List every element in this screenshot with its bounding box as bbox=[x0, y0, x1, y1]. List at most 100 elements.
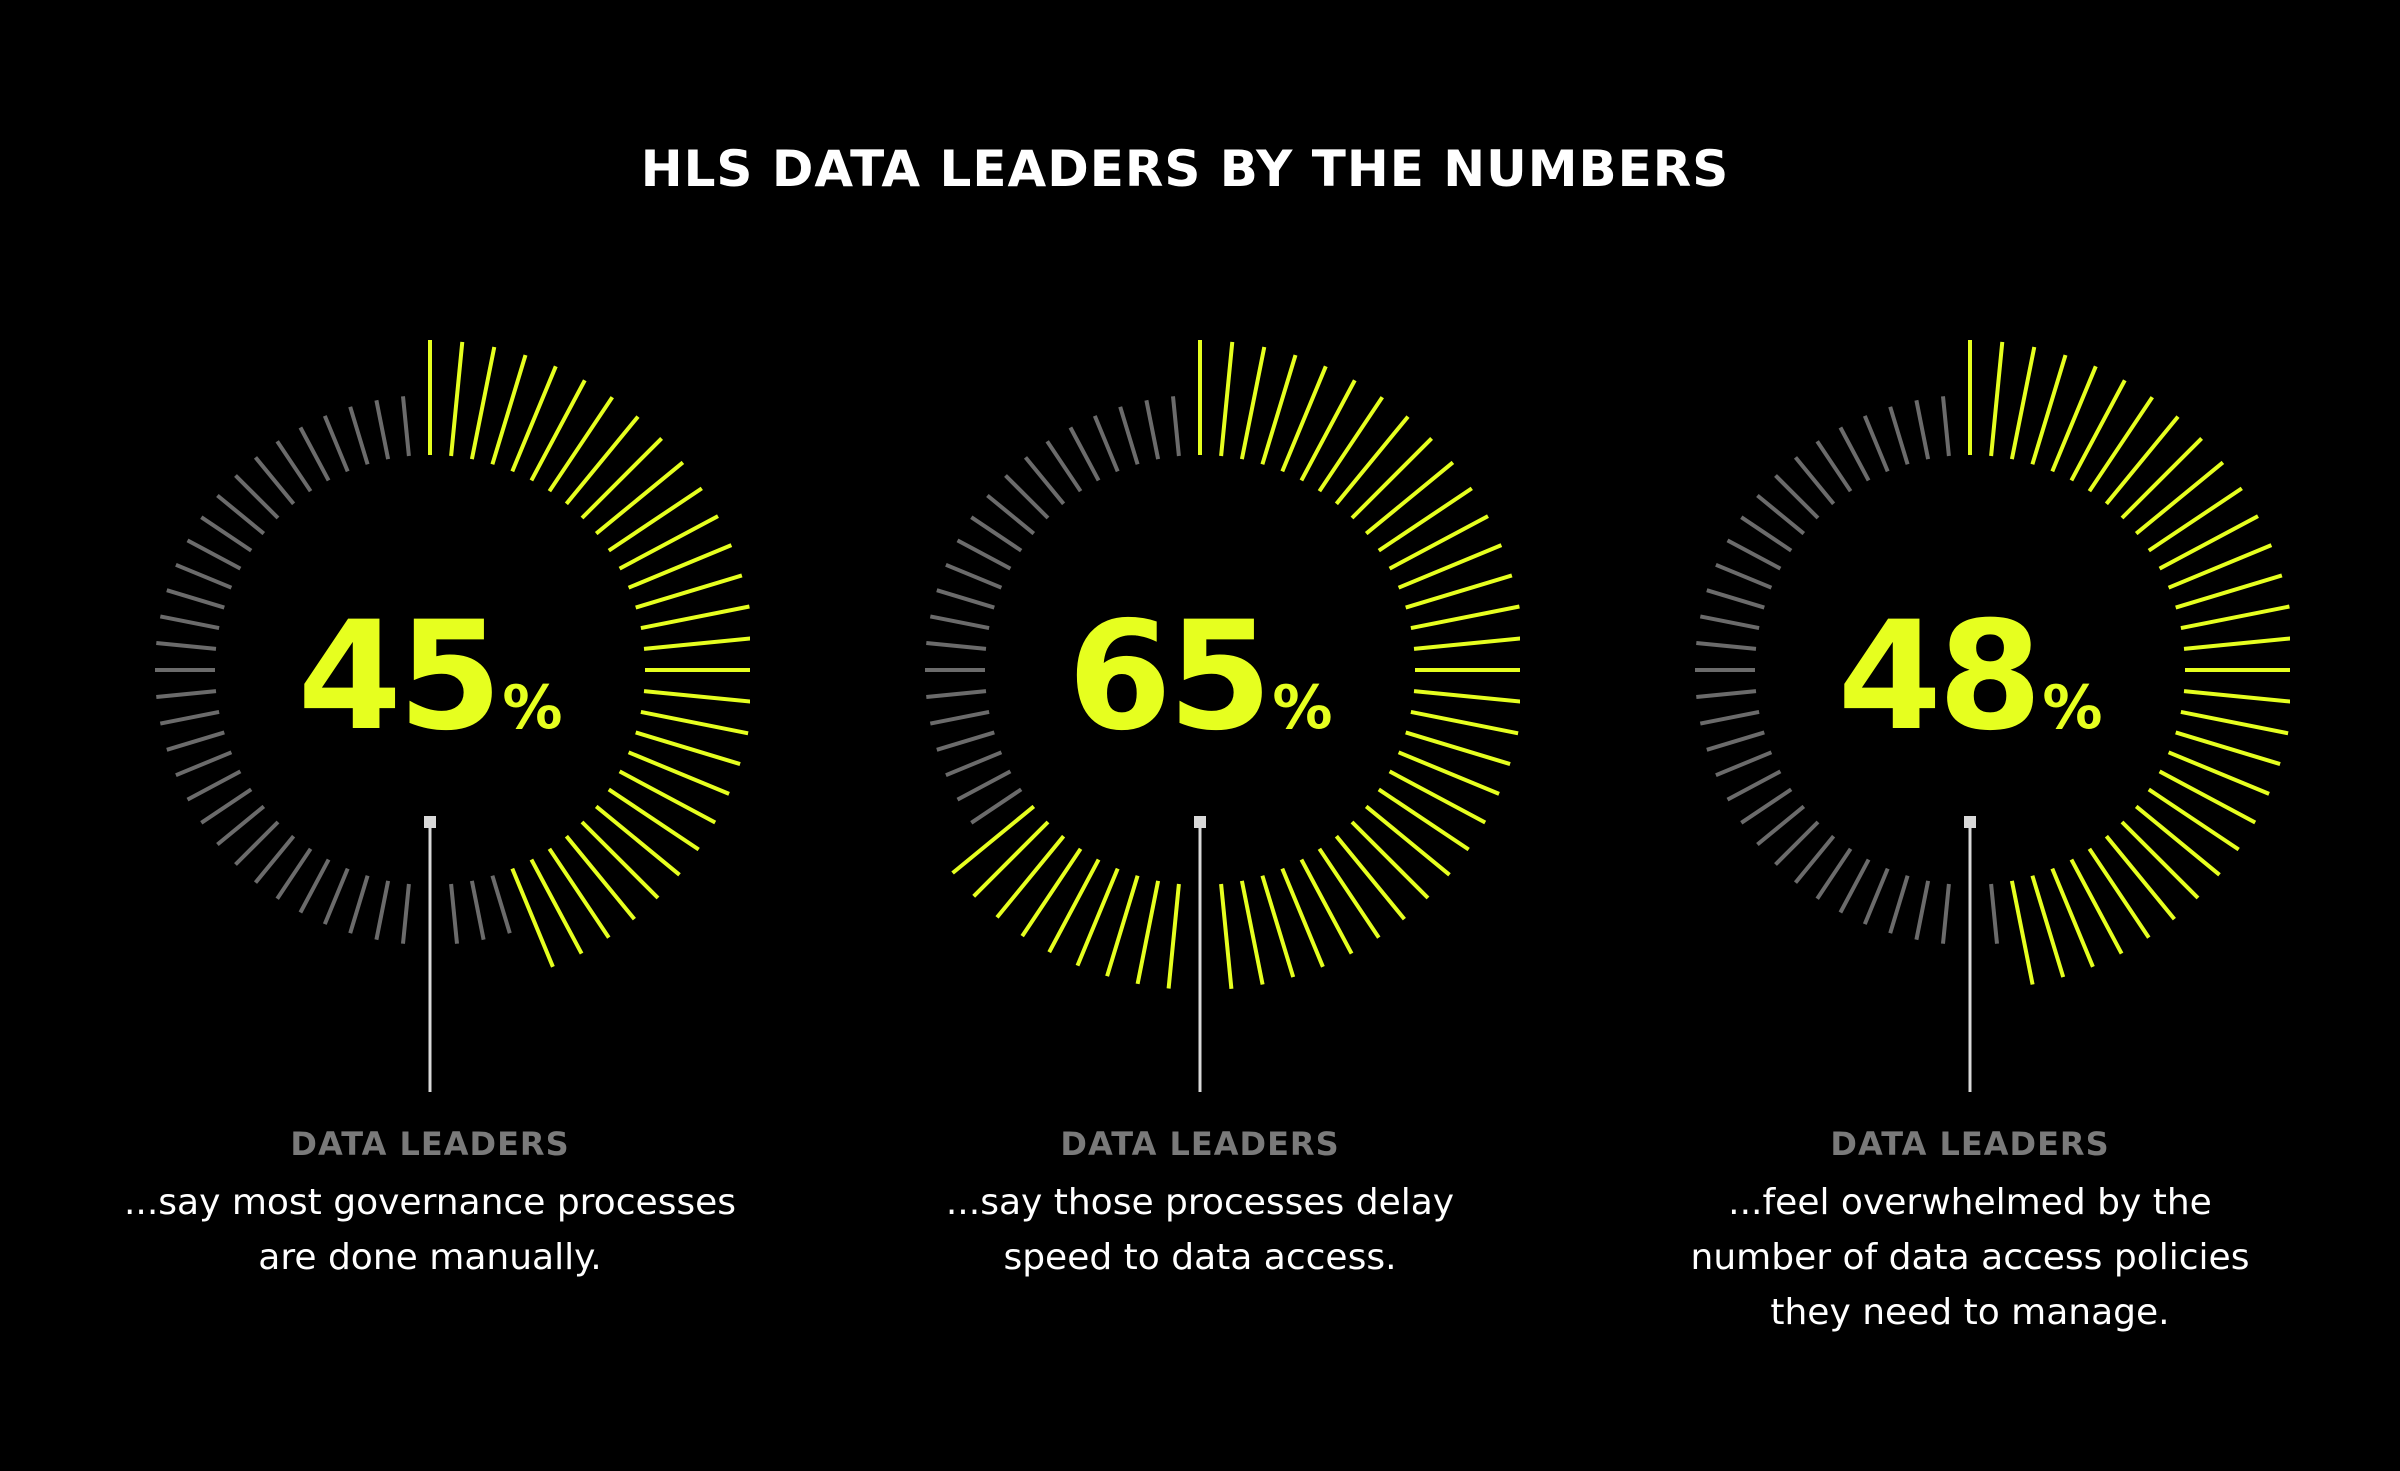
gauge-ticks bbox=[155, 340, 750, 1092]
gauge-tick-active bbox=[580, 436, 664, 520]
gauge-tick-active bbox=[1397, 750, 1500, 796]
gauge-tick-inactive bbox=[1838, 426, 1871, 482]
gauge-tick-active bbox=[1334, 415, 1410, 506]
gauge-tick-active bbox=[618, 769, 717, 825]
stat-label: DATA LEADERS bbox=[1060, 1125, 1340, 1163]
gauge-tick-inactive bbox=[1888, 406, 1910, 465]
gauge-tick-inactive bbox=[1118, 406, 1140, 465]
gauge-tick-inactive bbox=[929, 614, 990, 631]
gauge-tick-inactive bbox=[449, 883, 459, 944]
gauge-tick-active bbox=[2120, 820, 2200, 900]
gauge-tick-inactive bbox=[322, 415, 350, 473]
gauge-tick-active bbox=[2120, 436, 2204, 520]
stat-description: ...say most governance processes are don… bbox=[90, 1175, 770, 1285]
gauge-tick-inactive bbox=[374, 399, 391, 460]
gauge-tick-inactive bbox=[175, 750, 233, 778]
gauge-tick-active bbox=[972, 820, 1050, 898]
gauge-tick-inactive bbox=[186, 538, 242, 571]
gauge-tick-inactive bbox=[970, 787, 1023, 825]
gauge-tick-active bbox=[1334, 834, 1406, 921]
gauge-tick-active bbox=[635, 573, 743, 610]
gauge-tick-active bbox=[2180, 604, 2290, 631]
gauge-tick-active bbox=[2030, 875, 2066, 978]
gauge-tick-inactive bbox=[1989, 883, 1999, 944]
gauge-ticks bbox=[1695, 340, 2290, 1092]
gauge-tick-active bbox=[2147, 787, 2240, 852]
gauge-tick-inactive bbox=[1838, 858, 1871, 914]
gauge-tick-inactive bbox=[1888, 875, 1910, 934]
stat-label: DATA LEADERS bbox=[290, 1125, 570, 1163]
gauge-tick-inactive bbox=[401, 883, 411, 944]
gauge-tick-inactive bbox=[1774, 820, 1820, 866]
gauge-tick-inactive bbox=[1941, 883, 1951, 944]
gauge-tick-active bbox=[1350, 820, 1430, 900]
gauge-tick-active bbox=[1397, 543, 1503, 590]
stat-value: 45% bbox=[110, 590, 750, 764]
gauge-tick-inactive bbox=[926, 641, 987, 651]
description-line: ...say most governance processes bbox=[123, 1182, 737, 1223]
gauge-tick-inactive bbox=[1004, 474, 1050, 520]
gauge-tick-active bbox=[490, 354, 528, 465]
gauge-tick-active bbox=[1219, 341, 1235, 457]
gauge-tick-inactive bbox=[1726, 769, 1782, 802]
description-line: are done manually. bbox=[258, 1237, 602, 1278]
gauge-tick-inactive bbox=[1699, 709, 1760, 726]
gauge-tick-inactive bbox=[1793, 456, 1836, 506]
gauge-tick-active bbox=[529, 379, 587, 482]
gauge-tick-inactive bbox=[1699, 614, 1760, 631]
gauge-tick-inactive bbox=[234, 820, 280, 866]
gauge-tick-inactive bbox=[1815, 847, 1853, 900]
gauge-tick-active bbox=[2050, 867, 2095, 968]
gauge-tick-inactive bbox=[1914, 399, 1931, 460]
gauge-tick-inactive bbox=[1756, 493, 1806, 536]
gauge-tick-active bbox=[2009, 346, 2037, 460]
gauge-tick-active bbox=[1364, 804, 1451, 877]
gauge-tick-active bbox=[1280, 365, 1328, 473]
gauge-tick-inactive bbox=[159, 709, 220, 726]
gauge-policy-overwhelm: 48% DATA LEADERS ...feel overwhelmed by … bbox=[1650, 320, 2290, 1370]
gauge-tick-inactive bbox=[970, 515, 1023, 553]
gauge-tick-active bbox=[2087, 396, 2154, 493]
gauge-tick-inactive bbox=[1706, 588, 1765, 610]
gauge-ticks bbox=[925, 340, 1520, 1092]
gauge-tick-active bbox=[635, 730, 741, 767]
gauge-tick-inactive bbox=[216, 493, 266, 536]
gauge-tick-active bbox=[547, 396, 614, 493]
gauge-tick-active bbox=[1219, 883, 1234, 989]
stat-number: 65 bbox=[1067, 590, 1273, 764]
gauge-tick-active bbox=[1299, 379, 1357, 482]
gauge-tick-active bbox=[607, 486, 703, 553]
description-line: they need to manage. bbox=[1770, 1292, 2170, 1333]
gauge-tick-inactive bbox=[216, 804, 266, 847]
gauge-tick-inactive bbox=[956, 538, 1012, 571]
gauge-access-delay: 65% DATA LEADERS ...say those processes … bbox=[880, 320, 1520, 1370]
gauge-tick-active bbox=[2087, 847, 2151, 939]
gauge-tick-active bbox=[643, 636, 750, 651]
stat-number: 45 bbox=[297, 590, 503, 764]
gauge-tick-active bbox=[2069, 379, 2127, 482]
gauge-tick-active bbox=[2104, 415, 2180, 506]
gauge-tick-active bbox=[2167, 543, 2273, 590]
gauge-tick-inactive bbox=[936, 588, 995, 610]
gauge-tick-active bbox=[2009, 880, 2035, 985]
gauge-tick-active bbox=[2050, 365, 2098, 473]
gauge-tick-active bbox=[1260, 875, 1296, 978]
gauge-tick-inactive bbox=[322, 867, 350, 925]
gauge-tick-active bbox=[627, 750, 730, 796]
gauge-tick-inactive bbox=[275, 847, 313, 900]
gauge-tick-inactive bbox=[1756, 804, 1806, 847]
gauge-tick-active bbox=[1020, 847, 1083, 938]
gauge-tick-inactive bbox=[298, 858, 331, 914]
gauge-tick-active bbox=[1405, 730, 1511, 767]
gauge-tick-active bbox=[594, 804, 681, 877]
pointer-marker bbox=[1194, 816, 1206, 828]
gauge-tick-active bbox=[1280, 867, 1325, 968]
gauge-tick-active bbox=[2183, 689, 2290, 704]
gauge-tick-active bbox=[1350, 436, 1434, 520]
gauge-tick-active bbox=[640, 709, 749, 736]
gauge-tick-active bbox=[951, 804, 1036, 875]
gauge-tick-inactive bbox=[1696, 689, 1757, 699]
pointer-marker bbox=[1964, 816, 1976, 828]
gauge-tick-inactive bbox=[1144, 399, 1161, 460]
description-line: speed to data access. bbox=[1003, 1237, 1397, 1278]
